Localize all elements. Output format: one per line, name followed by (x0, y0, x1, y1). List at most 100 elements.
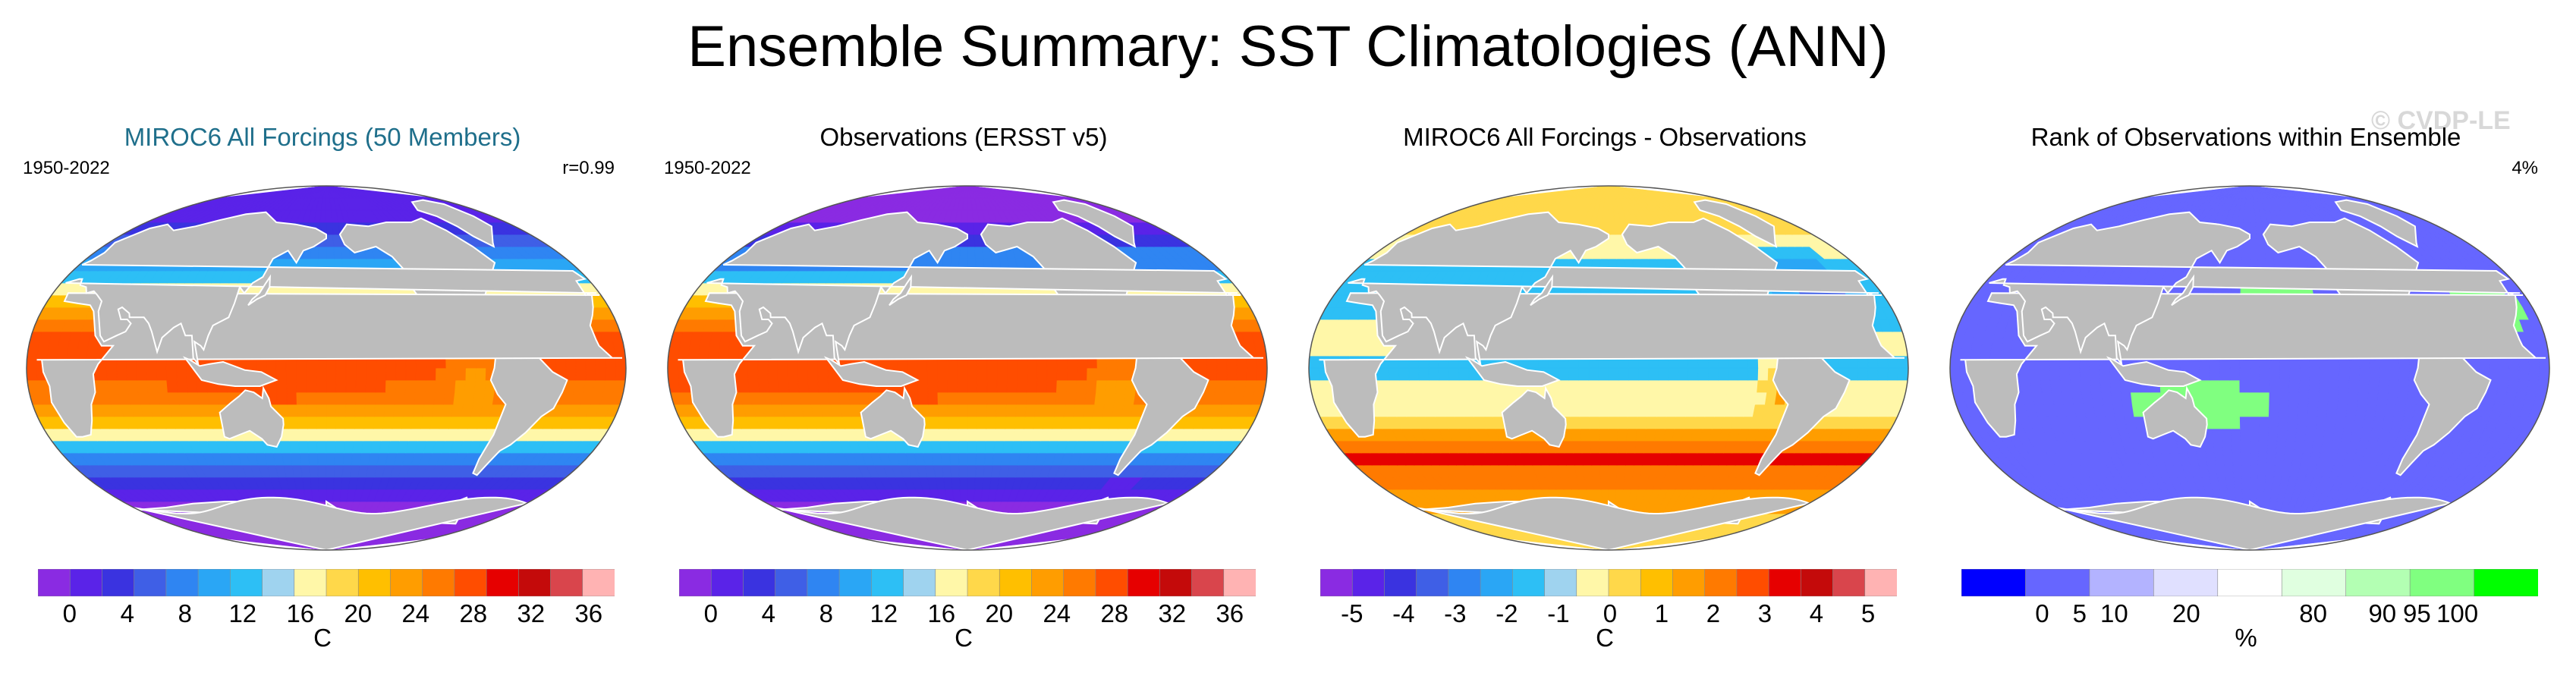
field-cell (366, 367, 377, 381)
field-cell (817, 379, 829, 393)
field-cell (1598, 367, 1609, 381)
field-cell (291, 464, 303, 478)
field-cell (1716, 391, 1728, 405)
field-cell (326, 476, 335, 490)
field-cell (967, 391, 978, 405)
field-cell (757, 367, 769, 381)
field-cell (1599, 452, 1609, 466)
field-cell (342, 452, 354, 466)
field-cell (1206, 367, 1218, 381)
field-cell (1588, 367, 1599, 381)
field-cell (1592, 476, 1602, 490)
field-cell (382, 416, 395, 429)
field-cell (326, 367, 337, 381)
field-cell (395, 367, 407, 381)
field-cell (949, 452, 960, 466)
field-cell (1608, 391, 1619, 405)
field-cell (937, 404, 949, 417)
field-cell (967, 379, 978, 393)
field-cell (957, 391, 968, 405)
field-cell (1438, 367, 1450, 381)
field-cell (959, 476, 968, 490)
field-cell (1055, 379, 1068, 393)
field-cell (1600, 476, 1609, 490)
field-cell (1598, 379, 1609, 393)
field-cell (415, 367, 427, 381)
field-cell (1046, 379, 1058, 393)
field-cell (1697, 367, 1709, 381)
field-cell (1646, 416, 1657, 429)
field-cell (394, 391, 406, 405)
field-cell (1589, 416, 1600, 429)
field-cell (1648, 367, 1659, 381)
field-cell (1636, 416, 1648, 429)
field-cell (335, 428, 346, 442)
field-cell (1608, 416, 1619, 429)
field-cell (976, 428, 987, 442)
field-cell (299, 452, 310, 466)
field-cell (1583, 464, 1593, 478)
field-cell (1379, 379, 1392, 393)
colorbar-swatch (326, 569, 360, 596)
field-cell (747, 367, 759, 381)
field-cell (365, 379, 377, 393)
field-cell (1617, 428, 1628, 442)
period-label: 1950-2022 (23, 158, 110, 178)
field-cell (286, 404, 298, 417)
field-cell (1737, 379, 1749, 393)
field-cell (335, 391, 347, 405)
field-cell (425, 379, 436, 393)
field-cell (1599, 428, 1609, 442)
field-cell (942, 476, 953, 490)
field-cell (1226, 367, 1238, 381)
field-cell (788, 379, 800, 393)
field-cell (1676, 391, 1688, 405)
field-cell (996, 367, 1008, 381)
field-cell (355, 391, 366, 405)
field-cell (298, 440, 310, 454)
field-cell (668, 367, 679, 381)
field-cell (334, 464, 344, 478)
colorbar-swatch (390, 569, 423, 596)
field-cell (1558, 379, 1570, 393)
field-cell (1449, 391, 1462, 405)
field-cell (807, 379, 819, 393)
field-cell (116, 379, 129, 393)
field-cell (1656, 404, 1668, 417)
field-cell (126, 367, 137, 381)
field-cell (1246, 367, 1258, 381)
colorbar-swatch (550, 569, 583, 596)
field-cell (335, 416, 346, 429)
colorbar-swatch (582, 569, 615, 596)
field-cell (1309, 355, 1320, 369)
field-cell (807, 367, 819, 381)
colorbar-swatch (1095, 569, 1128, 596)
field-cell (1588, 391, 1599, 405)
field-cell (425, 367, 437, 381)
field-cell (1618, 367, 1629, 381)
field-cell (818, 391, 831, 405)
field-cell (1035, 391, 1047, 405)
field-cell (1686, 391, 1698, 405)
field-cell (1348, 343, 1362, 357)
field-cell (959, 489, 968, 502)
field-cell (316, 379, 327, 393)
field-cell (1053, 404, 1066, 417)
colorbar-swatch (38, 569, 71, 596)
field-cell (948, 416, 959, 429)
field-cell (307, 440, 318, 454)
period-label: 1950-2022 (664, 158, 751, 178)
field-cell (1568, 367, 1580, 381)
field-cell (1615, 476, 1625, 490)
field-cell (326, 452, 336, 466)
field-cell (668, 355, 679, 369)
field-cell (156, 379, 168, 393)
field-cell (354, 416, 366, 429)
field-cell (156, 367, 168, 381)
field-cell (475, 367, 487, 381)
field-cell (326, 404, 337, 417)
field-cell (1598, 404, 1609, 417)
field-cell (335, 440, 345, 454)
field-cell (1005, 404, 1017, 417)
field-cell (307, 428, 318, 442)
